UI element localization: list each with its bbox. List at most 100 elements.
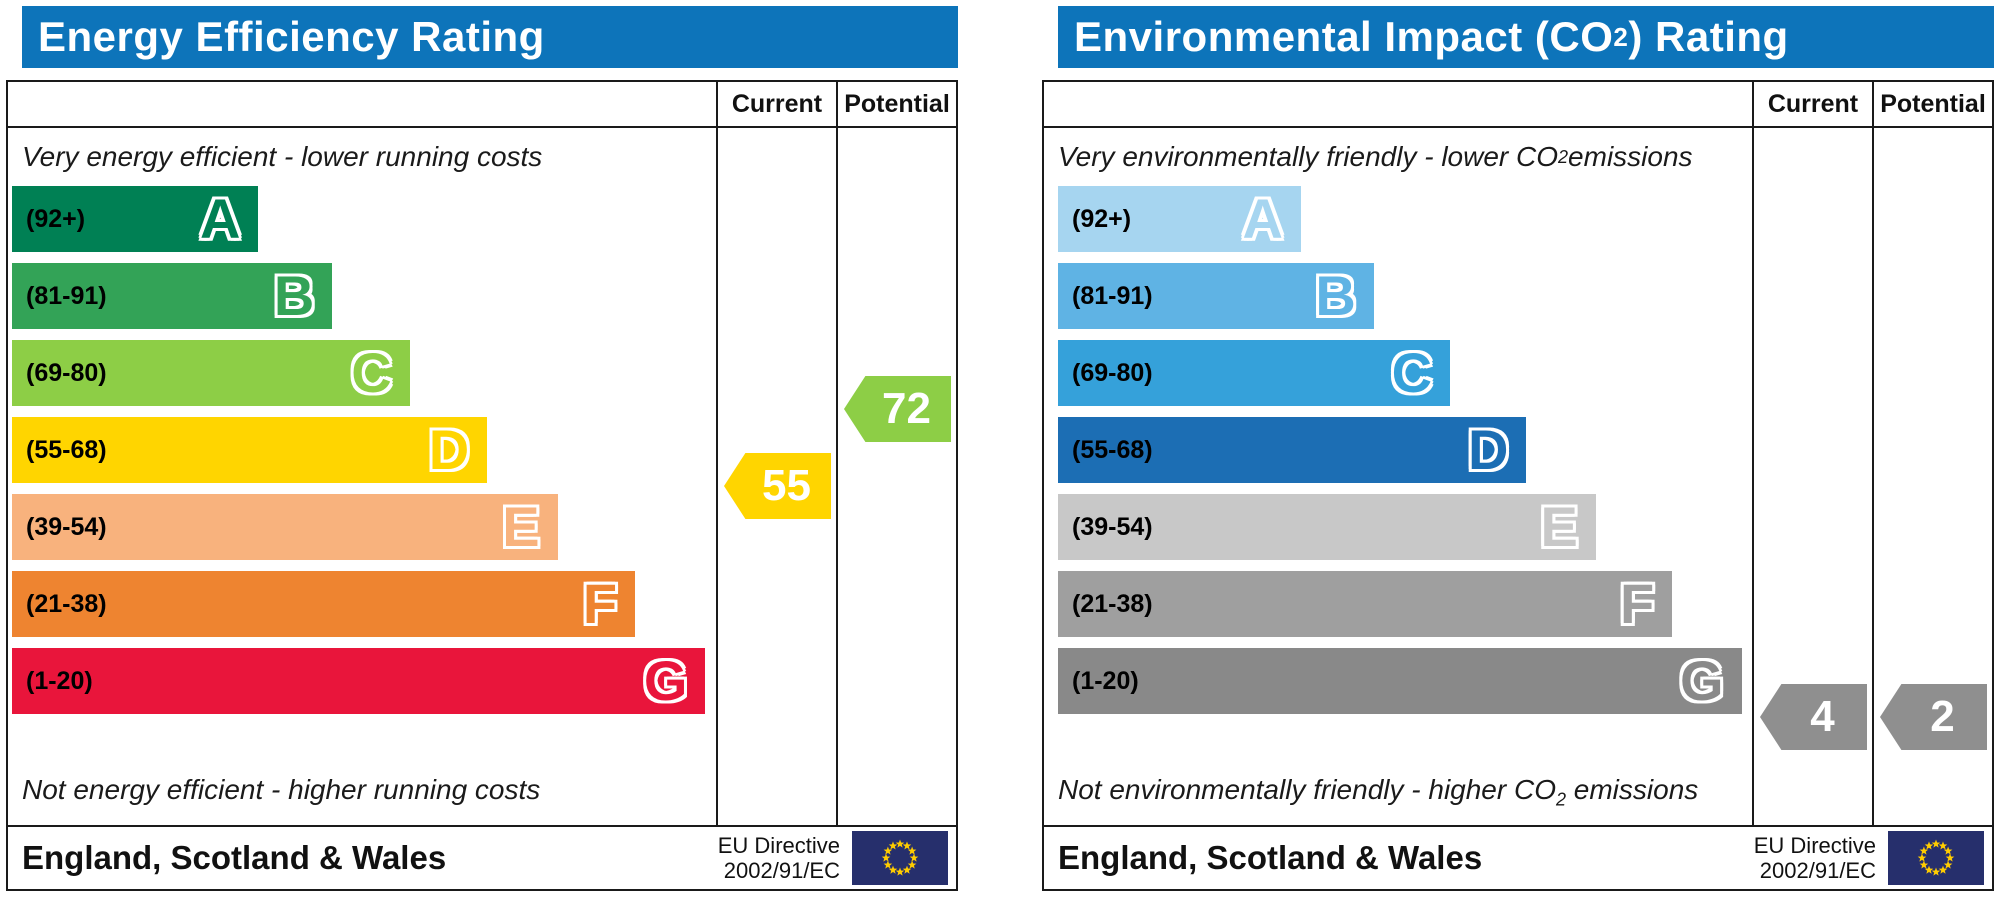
eu-directive-label: EU Directive 2002/91/EC — [718, 833, 840, 884]
eu-flag-field — [852, 831, 948, 885]
band-letter: E — [502, 495, 540, 558]
caption-top-text-post: emissions — [1568, 141, 1693, 172]
band-letter: A — [1242, 187, 1283, 250]
band-range-label: (21-38) — [1072, 589, 1153, 618]
potential-rating-arrow: 72 — [844, 376, 951, 442]
band-d: (55-68) D — [1058, 417, 1527, 483]
eu-directive-line1: EU Directive — [1753, 832, 1876, 858]
panel-title-text: Energy Efficiency Rating — [38, 13, 545, 60]
band-range-label: (92+) — [26, 204, 86, 233]
table-header-row: Current Potential — [8, 82, 956, 128]
band-letter: F — [582, 572, 618, 635]
caption-top-text: Very environmentally friendly - lower CO — [1058, 141, 1559, 172]
potential-column: 2 — [1872, 128, 1992, 825]
band-letter: G — [1680, 649, 1724, 712]
eu-directive-line2: 2002/91/EC — [723, 858, 840, 883]
bands-list: (92+) A (81-91) B (69-80) C (55-68) — [8, 186, 716, 714]
band-letter: C — [1391, 341, 1433, 404]
band-b: (81-91) B — [12, 263, 333, 329]
potential-column-header: Potential — [1872, 82, 1992, 126]
current-rating-value: 55 — [762, 461, 811, 510]
band-letter: B — [273, 264, 315, 327]
potential-rating-arrow: 2 — [1880, 684, 1987, 750]
band-range-label: (1-20) — [26, 666, 93, 695]
band-letter: G — [643, 649, 688, 712]
region-label: England, Scotland & Wales — [1058, 839, 1483, 876]
bands-list: (92+) A (81-91) B (69-80) C (55-68) — [1044, 186, 1752, 714]
current-column-header: Current — [1752, 82, 1872, 126]
header-spacer — [1044, 82, 1752, 126]
band-range-label: (81-91) — [1072, 281, 1153, 310]
region-label: England, Scotland & Wales — [22, 839, 447, 876]
band-range-label: (39-54) — [26, 512, 107, 541]
band-range-label: (1-20) — [1072, 666, 1139, 695]
eu-flag-field — [1888, 831, 1984, 885]
band-range-label: (81-91) — [26, 281, 107, 310]
caption-top: Very environmentally friendly - lower CO… — [1044, 128, 1752, 186]
band-g: (1-20) G — [1058, 648, 1742, 714]
band-letter: A — [199, 187, 241, 250]
panel-title-subscript: 2 — [1613, 21, 1629, 52]
band-b: (81-91) B — [1058, 263, 1374, 329]
panel-title-text-post: ) Rating — [1628, 13, 1789, 60]
caption-top: Very energy efficient - lower running co… — [8, 128, 716, 186]
band-c: (69-80) C — [12, 340, 410, 406]
current-rating-arrow: 55 — [724, 453, 831, 519]
band-range-label: (69-80) — [1072, 358, 1153, 387]
bands-area: Very environmentally friendly - lower CO… — [1044, 128, 1752, 825]
caption-top-subscript: 2 — [1558, 146, 1569, 167]
band-range-label: (92+) — [1072, 204, 1132, 233]
band-range-label: (55-68) — [1072, 435, 1153, 464]
band-range-label: (69-80) — [26, 358, 107, 387]
band-g: (1-20) G — [12, 648, 706, 714]
eu-flag-icon — [1888, 831, 1984, 885]
band-letter: D — [428, 418, 470, 481]
band-letter: D — [1467, 418, 1509, 481]
potential-column: 72 — [836, 128, 956, 825]
table-footer: England, Scotland & Wales EU Directive 2… — [8, 825, 956, 889]
band-c: (69-80) C — [1058, 340, 1451, 406]
rating-table: Current Potential Very environmentally f… — [1042, 80, 1994, 891]
band-letter: E — [1540, 495, 1578, 558]
band-e: (39-54) E — [12, 494, 558, 560]
environmental-impact-panel: Environmental Impact (CO 2) Rating Curren… — [1042, 6, 1994, 891]
caption-top-text: Very energy efficient - lower running co… — [22, 141, 543, 172]
table-body: Very energy efficient - lower running co… — [8, 128, 956, 825]
potential-column-header: Potential — [836, 82, 956, 126]
energy-efficiency-title-bar: Energy Efficiency Rating — [22, 6, 958, 68]
table-footer: England, Scotland & Wales EU Directive 2… — [1044, 825, 1992, 889]
environmental-impact-title-bar: Environmental Impact (CO 2) Rating — [1058, 6, 1994, 68]
band-f: (21-38) F — [12, 571, 636, 637]
caption-bottom: Not environmentally friendly - higher CO… — [1058, 774, 1698, 811]
current-column-header: Current — [716, 82, 836, 126]
band-letter: C — [351, 341, 392, 404]
band-d: (55-68) D — [12, 417, 488, 483]
rating-table: Current Potential Very energy efficient … — [6, 80, 958, 891]
band-letter: F — [1619, 572, 1655, 635]
potential-rating-value: 2 — [1930, 692, 1955, 741]
caption-bottom-subscript: 2 — [1555, 790, 1566, 810]
band-letter: B — [1315, 264, 1356, 327]
band-f: (21-38) F — [1058, 571, 1673, 637]
panel-title-text: Environmental Impact (CO — [1074, 13, 1614, 60]
eu-directive-line1: EU Directive — [717, 832, 840, 858]
eu-flag-icon — [852, 831, 948, 885]
band-a: (92+) A — [12, 186, 259, 252]
current-column: 4 — [1752, 128, 1872, 825]
potential-rating-value: 72 — [882, 384, 931, 433]
caption-bottom-text-post: emissions — [1566, 774, 1699, 806]
band-a: (92+) A — [1058, 186, 1301, 252]
current-rating-value: 4 — [1810, 692, 1835, 741]
band-range-label: (21-38) — [26, 589, 107, 618]
caption-bottom-text: Not energy efficient - higher running co… — [22, 774, 541, 806]
energy-efficiency-panel: Energy Efficiency Rating Current Potenti… — [6, 6, 958, 891]
current-rating-arrow: 4 — [1760, 684, 1867, 750]
caption-bottom-text: Not environmentally friendly - higher CO — [1058, 774, 1556, 806]
eu-directive-label: EU Directive 2002/91/EC — [1754, 833, 1876, 884]
caption-bottom: Not energy efficient - higher running co… — [22, 774, 540, 811]
band-range-label: (55-68) — [26, 435, 107, 464]
band-e: (39-54) E — [1058, 494, 1596, 560]
current-column: 55 — [716, 128, 836, 825]
bands-area: Very energy efficient - lower running co… — [8, 128, 716, 825]
